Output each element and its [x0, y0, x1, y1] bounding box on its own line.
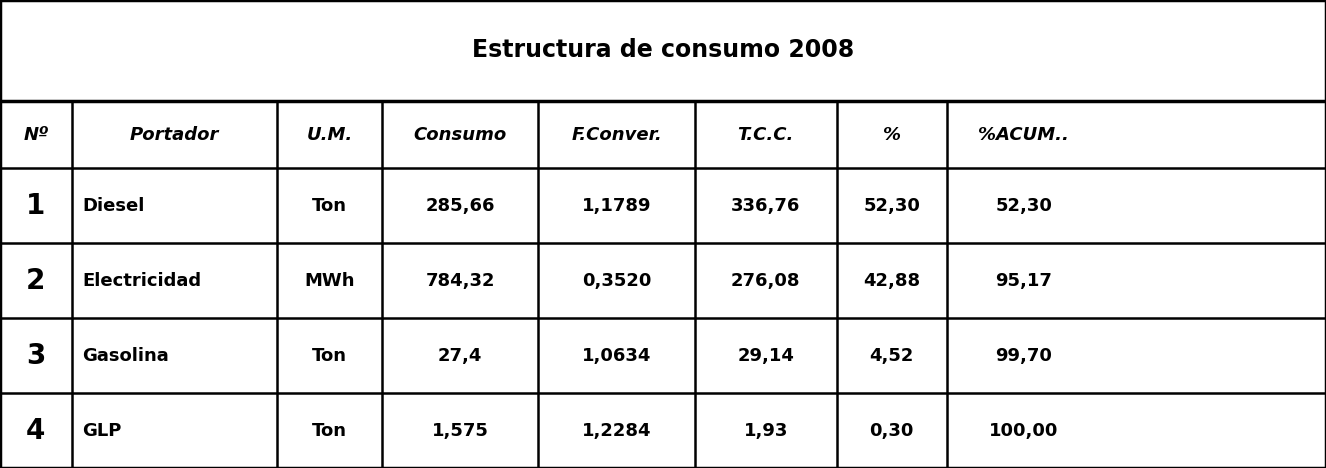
- Text: Consumo: Consumo: [414, 125, 507, 144]
- Text: %: %: [883, 125, 900, 144]
- Text: Nº: Nº: [23, 125, 49, 144]
- Text: 2: 2: [27, 267, 45, 295]
- Text: 1: 1: [27, 192, 45, 220]
- Text: 99,70: 99,70: [996, 347, 1052, 365]
- Text: 1,2284: 1,2284: [582, 422, 651, 439]
- Text: 0,3520: 0,3520: [582, 272, 651, 290]
- Text: 29,14: 29,14: [737, 347, 794, 365]
- Text: 1,93: 1,93: [744, 422, 788, 439]
- Text: 4,52: 4,52: [870, 347, 914, 365]
- Text: 100,00: 100,00: [989, 422, 1058, 439]
- Text: T.C.C.: T.C.C.: [737, 125, 794, 144]
- Text: F.Conver.: F.Conver.: [572, 125, 662, 144]
- Text: U.M.: U.M.: [306, 125, 353, 144]
- Text: 336,76: 336,76: [731, 197, 801, 215]
- Text: 0,30: 0,30: [870, 422, 914, 439]
- Text: 4: 4: [27, 417, 45, 445]
- Text: Ton: Ton: [312, 197, 347, 215]
- Text: %ACUM..: %ACUM..: [979, 125, 1069, 144]
- Text: Gasolina: Gasolina: [82, 347, 168, 365]
- Text: 1,0634: 1,0634: [582, 347, 651, 365]
- Text: Diesel: Diesel: [82, 197, 145, 215]
- Text: 276,08: 276,08: [731, 272, 801, 290]
- Text: 784,32: 784,32: [426, 272, 495, 290]
- Text: Estructura de consumo 2008: Estructura de consumo 2008: [472, 38, 854, 62]
- Text: 3: 3: [27, 342, 45, 370]
- Text: 27,4: 27,4: [438, 347, 483, 365]
- Text: 1,575: 1,575: [432, 422, 488, 439]
- Text: 52,30: 52,30: [996, 197, 1052, 215]
- Text: 52,30: 52,30: [863, 197, 920, 215]
- Text: 1,1789: 1,1789: [582, 197, 651, 215]
- Text: MWh: MWh: [304, 272, 355, 290]
- Text: Ton: Ton: [312, 347, 347, 365]
- Text: GLP: GLP: [82, 422, 122, 439]
- Text: 285,66: 285,66: [426, 197, 495, 215]
- Text: Ton: Ton: [312, 422, 347, 439]
- Text: Portador: Portador: [130, 125, 219, 144]
- Text: 95,17: 95,17: [996, 272, 1052, 290]
- Text: 42,88: 42,88: [863, 272, 920, 290]
- Text: Electricidad: Electricidad: [82, 272, 202, 290]
